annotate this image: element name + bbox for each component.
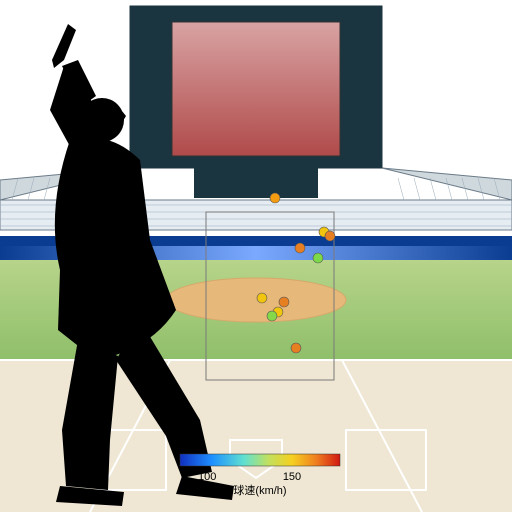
colorbar-label: 球速(km/h) xyxy=(233,483,286,497)
scoreboard-inner xyxy=(172,22,340,156)
pitch-marker-2 xyxy=(325,231,335,241)
colorbar xyxy=(180,454,340,466)
pitch-marker-8 xyxy=(267,311,277,321)
pitch-marker-4 xyxy=(313,253,323,263)
colorbar-tick: 150 xyxy=(283,471,301,483)
pitch-marker-9 xyxy=(291,343,301,353)
warning-track xyxy=(166,278,346,322)
pitch-marker-5 xyxy=(257,293,267,303)
pitch-marker-0 xyxy=(270,193,280,203)
colorbar-tick: 100 xyxy=(198,471,216,483)
pitch-marker-3 xyxy=(295,243,305,253)
scoreboard-support xyxy=(194,168,318,198)
pitch-marker-6 xyxy=(279,297,289,307)
